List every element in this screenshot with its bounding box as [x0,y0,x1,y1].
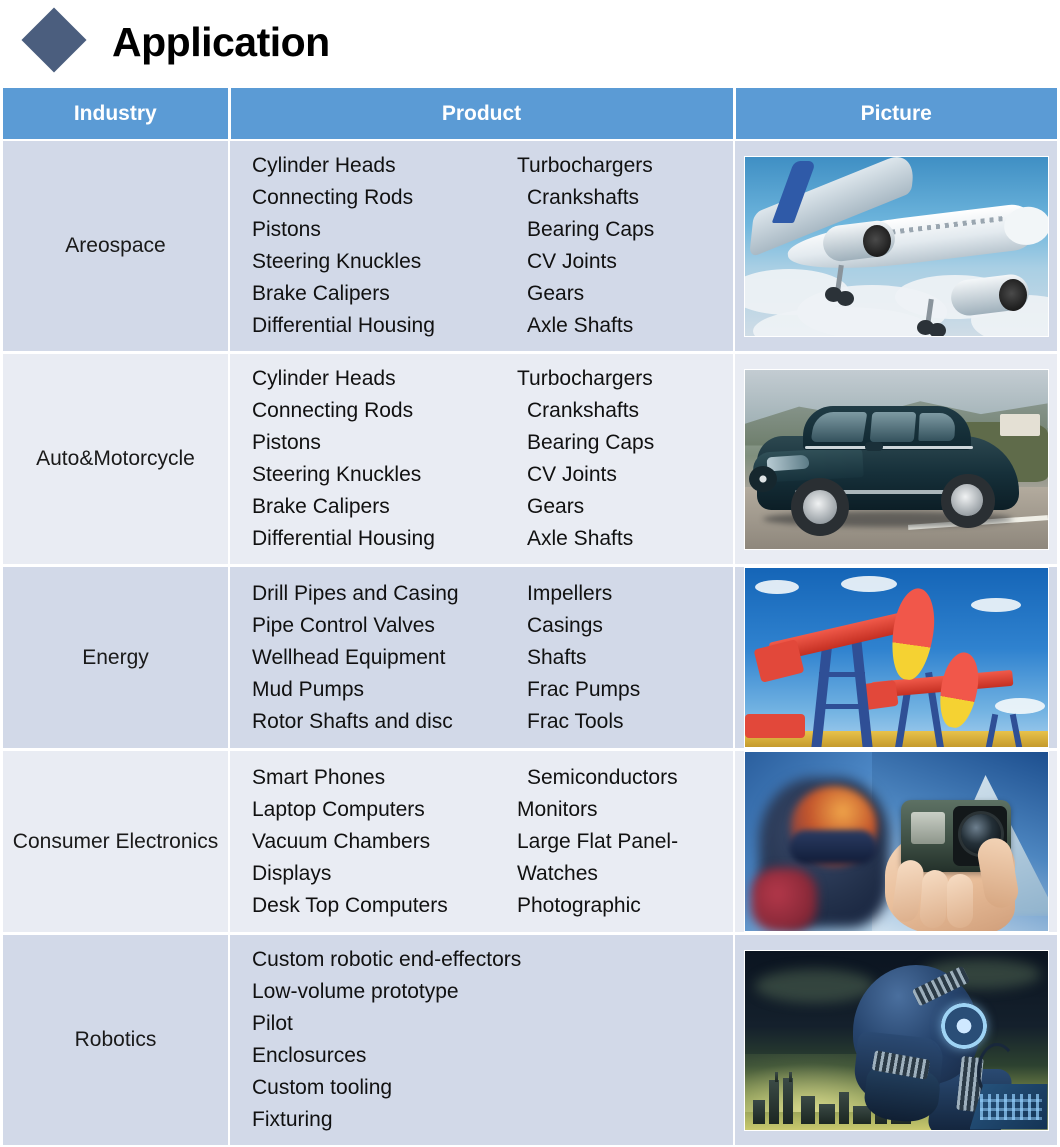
product-item: Gears [527,495,585,518]
product-item: Crankshafts [527,399,640,422]
product-item: Differential Housing [252,527,435,550]
product-column-left: Cylinder Heads Connecting Rods Pistons S… [252,363,517,555]
product-item: Smart Phones [252,765,386,789]
page-title: Application [112,19,330,65]
industry-cell-energy: Energy [3,565,230,751]
airplane-photo [743,155,1049,337]
product-item: Turbochargers [517,367,653,390]
table-header-row: Industry Product Picture [3,88,1057,141]
oil-pumpjack-photo [743,567,1049,748]
picture-cell-energy [734,565,1057,751]
product-item: Drill Pipes and Casing [252,581,459,605]
product-item: Frac Pumps [527,677,641,701]
product-item: Displays [252,861,332,885]
product-column-right: Impellers Casings Shafts Frac Pumps Frac… [517,578,732,738]
table-row: Consumer Electronics Smart Phones Laptop… [3,749,1057,935]
product-item: Pipe Control Valves [252,613,435,637]
product-item: Custom tooling [252,1076,393,1099]
product-item: Impellers [527,581,613,605]
column-header-product: Product [229,88,736,141]
product-column-left: Drill Pipes and Casing Pipe Control Valv… [252,578,517,738]
product-item: Enclosurces [252,1044,367,1067]
product-item: Differential Housing [252,314,435,337]
product-item: Wellhead Equipment [252,645,446,669]
product-item: Connecting Rods [252,399,414,422]
product-item: Desk Top Computers [252,893,448,917]
product-item: Large Flat Panel- [517,829,679,853]
product-cell-energy: Drill Pipes and Casing Pipe Control Valv… [229,565,735,751]
table-row: Auto&Motorcycle Cylinder Heads Connectin… [3,352,1057,567]
product-item: Laptop Computers [252,797,425,821]
product-item: Mud Pumps [252,677,365,701]
car-photo [743,368,1049,550]
product-column-right: Turbochargers Crankshafts Bearing Caps C… [517,150,732,342]
product-cell-consumer-electronics: Smart Phones Laptop Computers Vacuum Cha… [229,749,735,935]
product-item: Gears [527,282,585,305]
diamond-bullet-icon [21,7,87,73]
product-column-left: Cylinder Heads Connecting Rods Pistons S… [252,150,517,342]
table-row: Energy Drill Pipes and Casing Pipe Contr… [3,565,1057,751]
product-item: Low-volume prototype [252,980,459,1003]
product-item: Crankshafts [527,186,640,209]
product-item: CV Joints [527,250,617,273]
product-item: CV Joints [527,463,617,486]
picture-cell-consumer-electronics [734,749,1057,935]
product-item: Fixturing [252,1108,333,1131]
table-row: Robotics Custom robotic end-effectors Lo… [3,933,1057,1147]
product-item: Brake Calipers [252,495,390,518]
product-item: Connecting Rods [252,186,414,209]
product-column-right: Turbochargers Crankshafts Bearing Caps C… [517,363,732,555]
product-item: Cylinder Heads [252,154,396,177]
product-item: Steering Knuckles [252,463,422,486]
action-camera-photo [743,751,1049,932]
column-header-picture: Picture [734,88,1057,141]
product-item: Pistons [252,218,321,241]
industry-cell-robotics: Robotics [3,933,230,1147]
product-item: Vacuum Chambers [252,829,431,853]
table-body: Areospace Cylinder Heads Connecting Rods… [3,140,1057,1147]
product-item: Steering Knuckles [252,250,422,273]
product-cell-robotics: Custom robotic end-effectors Low-volume … [229,933,735,1147]
column-header-industry: Industry [3,88,231,141]
product-column-right: Semiconductors Monitors Large Flat Panel… [517,762,732,922]
product-item: Watches [517,861,598,885]
product-item: Rotor Shafts and disc [252,709,453,733]
product-item: Cylinder Heads [252,367,396,390]
product-item: Monitors [517,797,598,821]
product-item: Photographic [517,893,641,917]
table-header: Industry Product Picture [3,88,1057,141]
product-item: Brake Calipers [252,282,390,305]
product-item: Casings [527,613,603,637]
page-header: Application [0,0,1060,88]
product-item: Axle Shafts [527,314,634,337]
robot-photo [743,949,1049,1131]
industry-cell-aerospace: Areospace [3,140,230,354]
product-item: Custom robotic end-effectors [252,948,522,971]
product-item: Bearing Caps [527,218,655,241]
industry-cell-consumer-electronics: Consumer Electronics [3,749,230,935]
product-item: Frac Tools [527,709,624,733]
picture-cell-auto-motorcycle [734,352,1057,567]
product-item: Shafts [527,645,587,669]
product-item: Pilot [252,1012,293,1035]
product-cell-auto-motorcycle: Cylinder Heads Connecting Rods Pistons S… [229,352,735,567]
product-cell-aerospace: Cylinder Heads Connecting Rods Pistons S… [229,140,735,354]
picture-cell-aerospace [734,140,1057,354]
picture-cell-robotics [734,933,1057,1147]
product-item: Turbochargers [517,154,653,177]
product-item: Bearing Caps [527,431,655,454]
product-item: Axle Shafts [527,527,634,550]
table-row: Areospace Cylinder Heads Connecting Rods… [3,140,1057,354]
industry-cell-auto-motorcycle: Auto&Motorcycle [3,352,230,567]
application-table: Industry Product Picture Areospace Cylin… [3,88,1057,1147]
product-column-left: Smart Phones Laptop Computers Vacuum Cha… [252,762,517,922]
product-item: Pistons [252,431,321,454]
product-column-left: Custom robotic end-effectors Low-volume … [252,944,732,1136]
product-item: Semiconductors [527,765,678,789]
